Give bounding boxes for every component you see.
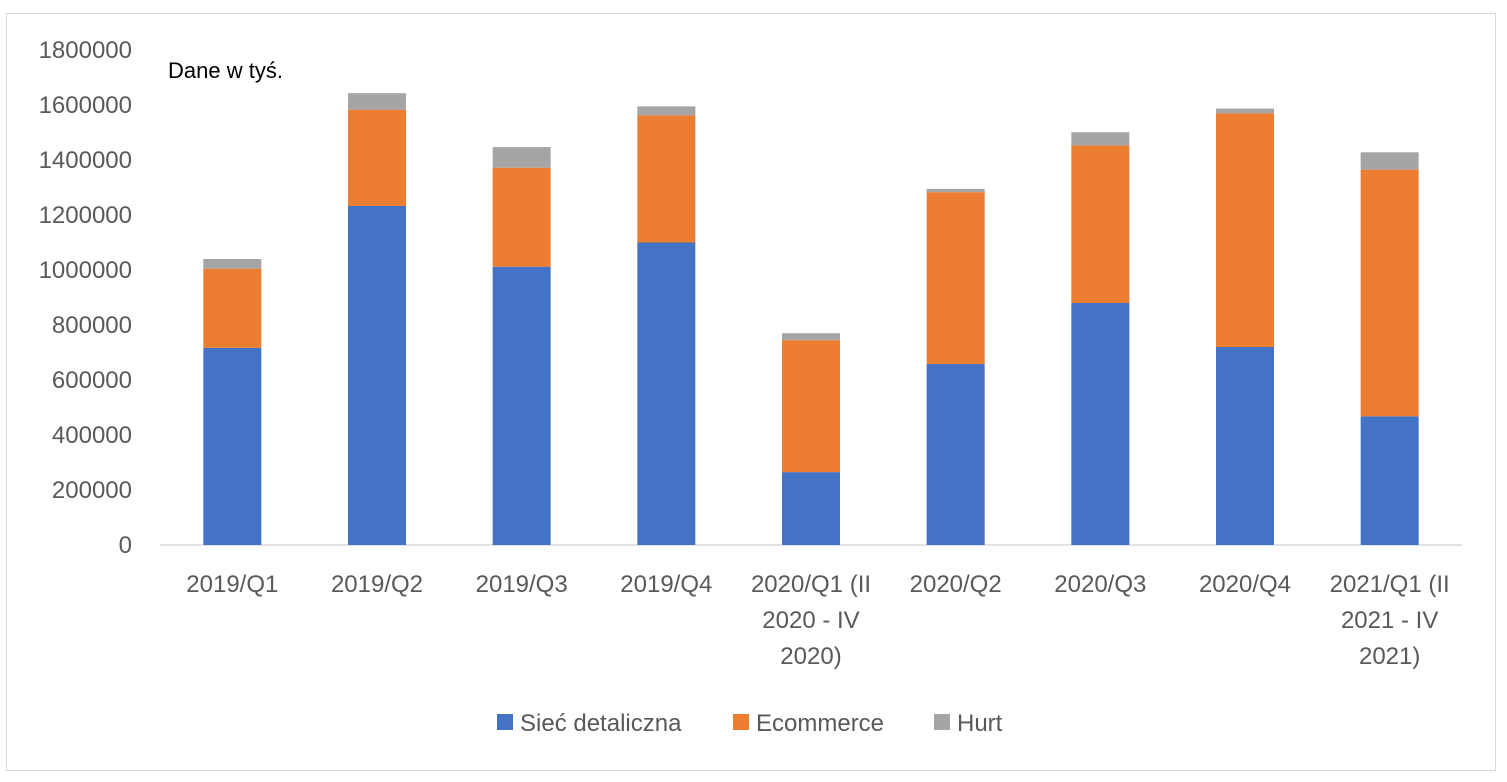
- legend: Sieć detaliczna Ecommerce Hurt: [497, 710, 1003, 737]
- x-tick-label: 2020/Q3: [1054, 571, 1146, 598]
- x-tick-label-line: 2019/Q3: [476, 571, 568, 598]
- bar-segment-siec-detaliczna: [348, 205, 406, 546]
- units-annotation: Dane w tyś.: [168, 58, 283, 83]
- x-tick-label-line: 2021 - IV: [1341, 607, 1438, 634]
- legend-swatch: [934, 714, 950, 730]
- x-tick-label-line: 2020): [780, 643, 841, 670]
- x-tick-label-line: 2021/Q1 (II: [1330, 571, 1450, 598]
- x-tick-label-line: 2021): [1359, 643, 1420, 670]
- x-tick-label-line: 2020/Q4: [1199, 571, 1291, 598]
- x-tick-label: 2019/Q1: [186, 571, 278, 598]
- bar-segment-siec-detaliczna: [1071, 303, 1130, 545]
- bar-segment-ecommerce: [926, 192, 985, 365]
- y-tick-label: 800000: [52, 312, 132, 339]
- bar-segment-siec-detaliczna: [637, 242, 696, 545]
- x-tick-label: 2021/Q1 (II 2021 - IV 2021): [1330, 571, 1450, 670]
- bar-segment-hurt: [348, 93, 406, 110]
- y-tick-label: 200000: [52, 477, 132, 504]
- legend-swatch: [733, 714, 749, 730]
- x-tick-label-line: 2020/Q3: [1054, 571, 1146, 598]
- x-tick-label-line: 2020/Q1 (II: [751, 571, 871, 598]
- x-tick-label: 2019/Q3: [476, 571, 568, 598]
- bar-segment-ecommerce: [1360, 169, 1419, 417]
- x-tick-label-line: 2020 - IV: [762, 607, 859, 634]
- legend-label: Ecommerce: [756, 710, 884, 737]
- bar-segment-ecommerce: [1216, 113, 1274, 347]
- bar-segment-hurt: [492, 147, 551, 168]
- bar-segment-ecommerce: [1071, 145, 1130, 303]
- bars: [203, 93, 1419, 546]
- bar-segment-ecommerce: [782, 340, 840, 473]
- y-axis-ticks: 0 200000 400000 600000 800000 1000000 1200000 1…: [39, 37, 132, 559]
- legend-swatch: [497, 714, 513, 730]
- legend-label: Hurt: [957, 710, 1003, 737]
- bar-segment-siec-detaliczna: [1360, 416, 1419, 545]
- y-tick-label: 1400000: [39, 147, 132, 174]
- bar-segment-hurt: [926, 188, 985, 193]
- bar-segment-siec-detaliczna: [492, 266, 551, 545]
- bar-segment-hurt: [1360, 152, 1419, 170]
- x-tick-label: 2020/Q4: [1199, 571, 1291, 598]
- bar-segment-siec-detaliczna: [926, 364, 985, 545]
- bar-segment-siec-detaliczna: [1216, 347, 1274, 545]
- x-tick-label: 2020/Q1 (II 2020 - IV 2020): [751, 571, 871, 670]
- bar-segment-siec-detaliczna: [782, 472, 840, 545]
- bar-segment-hurt: [637, 106, 696, 116]
- y-tick-label: 600000: [52, 367, 132, 394]
- y-tick-label: 1000000: [39, 257, 132, 284]
- x-tick-label: 2020/Q2: [910, 571, 1002, 598]
- y-tick-label: 1800000: [39, 37, 132, 64]
- bar-segment-hurt: [1216, 108, 1274, 114]
- legend-label: Sieć detaliczna: [520, 710, 682, 737]
- bar-segment-ecommerce: [637, 115, 696, 243]
- bar-segment-hurt: [203, 259, 262, 269]
- x-tick-label: 2019/Q4: [620, 571, 712, 598]
- y-tick-label: 400000: [52, 422, 132, 449]
- bar-segment-ecommerce: [348, 109, 406, 206]
- bar-segment-ecommerce: [203, 268, 262, 348]
- x-tick-label-line: 2019/Q1: [186, 571, 278, 598]
- y-tick-label: 1200000: [39, 202, 132, 229]
- y-tick-label: 1600000: [39, 92, 132, 119]
- x-tick-label-line: 2020/Q2: [910, 571, 1002, 598]
- x-tick-label-line: 2019/Q4: [620, 571, 712, 598]
- bar-segment-siec-detaliczna: [203, 347, 262, 545]
- x-tick-label-line: 2019/Q2: [331, 571, 423, 598]
- y-tick-label: 0: [119, 532, 132, 559]
- x-tick-label: 2019/Q2: [331, 571, 423, 598]
- bar-segment-ecommerce: [492, 167, 551, 267]
- x-axis-labels: 2019/Q1 2019/Q2 2019/Q3 2019/Q4 2020/Q1 (II 2…: [186, 571, 1449, 670]
- bar-segment-hurt: [1071, 132, 1130, 146]
- bar-segment-hurt: [782, 333, 840, 341]
